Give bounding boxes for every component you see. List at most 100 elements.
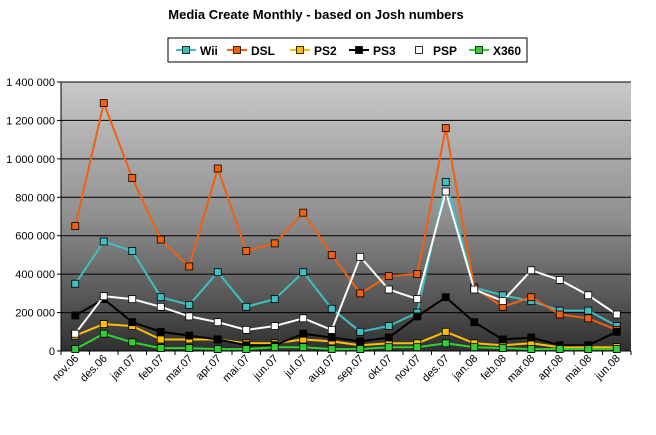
data-point-x360 [356, 345, 365, 353]
data-point-x360 [128, 338, 137, 347]
data-point-psp [413, 295, 422, 304]
data-point-psp [356, 252, 365, 261]
series-x360 [71, 329, 621, 353]
data-point-ps3 [527, 333, 536, 342]
legend-label: PS2 [314, 44, 337, 58]
data-point-psp [441, 187, 450, 196]
data-point-wii [327, 304, 336, 313]
data-point-wii [299, 268, 308, 277]
chart-title: Media Create Monthly - based on Josh num… [168, 7, 463, 22]
data-point-wii [213, 268, 222, 277]
data-point-dsl [242, 247, 251, 255]
data-point-ps3 [213, 335, 222, 344]
y-tick-label: 1 000 000 [6, 154, 55, 166]
series-line-psp [74, 190, 618, 335]
data-point-dsl [185, 262, 194, 271]
data-point-wii [270, 295, 279, 304]
data-point-dsl [555, 310, 564, 319]
data-point-x360 [555, 345, 564, 353]
data-point-ps3 [71, 311, 80, 320]
data-point-x360 [299, 343, 308, 352]
legend-label: Wii [200, 44, 218, 58]
x-tick-label: des.07 [420, 353, 452, 385]
series-lines [71, 99, 621, 353]
data-point-wii [156, 293, 165, 302]
data-point-ps3 [156, 327, 165, 336]
data-point-dsl [213, 164, 222, 173]
series-line-ps2 [74, 323, 617, 349]
legend-label: DSL [251, 44, 275, 58]
legend-item-ps3: PS3 [349, 44, 396, 58]
data-point-dsl [584, 314, 593, 323]
data-point-ps3 [128, 318, 137, 327]
data-point-ps3 [384, 333, 393, 342]
data-point-x360 [413, 343, 422, 352]
data-point-psp [612, 310, 621, 319]
legend-label: X360 [493, 44, 521, 58]
data-point-x360 [470, 343, 479, 352]
data-point-psp [384, 285, 393, 294]
data-point-ps3 [441, 293, 450, 302]
data-point-wii [584, 306, 593, 315]
data-point-dsl [527, 293, 536, 302]
plot-area [61, 82, 631, 351]
data-point-ps3 [299, 329, 308, 338]
data-point-ps3 [356, 337, 365, 346]
data-point-wii [99, 237, 108, 246]
legend-marker [182, 46, 190, 54]
data-point-ps3 [612, 327, 621, 336]
data-point-x360 [384, 343, 393, 352]
data-point-dsl [270, 239, 279, 248]
data-point-psp [527, 266, 536, 275]
legend-item-psp: PSP [409, 44, 457, 58]
data-point-x360 [327, 345, 336, 353]
legend-marker [355, 46, 363, 54]
y-tick-label: 600 000 [15, 231, 55, 243]
data-point-ps3 [327, 333, 336, 342]
data-point-psp [156, 302, 165, 311]
x-tick-label: mar.07 [163, 353, 195, 385]
data-point-x360 [242, 345, 251, 353]
x-tick-label: mai.08 [563, 353, 595, 385]
x-tick-label: jun.08 [592, 353, 622, 383]
y-tick-label: 1 400 000 [6, 77, 55, 89]
x-tick-label: jan.07 [108, 353, 138, 383]
data-point-psp [242, 325, 251, 334]
data-point-psp [128, 295, 137, 304]
data-point-ps3 [498, 335, 507, 344]
data-point-dsl [299, 208, 308, 217]
data-point-dsl [356, 289, 365, 298]
data-point-wii [441, 178, 450, 186]
data-point-psp [584, 291, 593, 300]
legend-marker [415, 46, 423, 54]
data-point-dsl [413, 270, 422, 279]
data-point-wii [185, 300, 194, 309]
data-point-x360 [99, 329, 108, 338]
data-point-wii [356, 327, 365, 336]
data-point-x360 [612, 345, 621, 353]
legend-marker [296, 46, 304, 54]
data-point-x360 [527, 345, 536, 353]
x-tick-label: nov.07 [392, 353, 423, 384]
data-point-wii [71, 279, 80, 288]
legend-item-ps2: PS2 [290, 44, 337, 58]
data-point-ps3 [470, 318, 479, 327]
data-point-x360 [213, 345, 222, 353]
legend-label: PS3 [373, 44, 396, 58]
data-point-ps2 [99, 320, 108, 329]
x-tick-label: aug.07 [306, 353, 338, 385]
data-point-psp [71, 329, 80, 338]
y-tick-label: 1 200 000 [6, 115, 55, 127]
data-point-dsl [156, 235, 165, 244]
x-tick-label: mar.08 [505, 353, 537, 385]
series-line-dsl [74, 102, 618, 331]
data-point-psp [498, 297, 507, 305]
y-tick-label: 400 000 [15, 269, 55, 281]
x-tick-label: mai.07 [221, 353, 253, 385]
data-point-ps3 [185, 331, 194, 340]
series-line-x360 [74, 332, 617, 351]
data-point-dsl [384, 272, 393, 280]
y-tick-label: 0 [49, 346, 55, 358]
data-point-dsl [441, 124, 450, 133]
